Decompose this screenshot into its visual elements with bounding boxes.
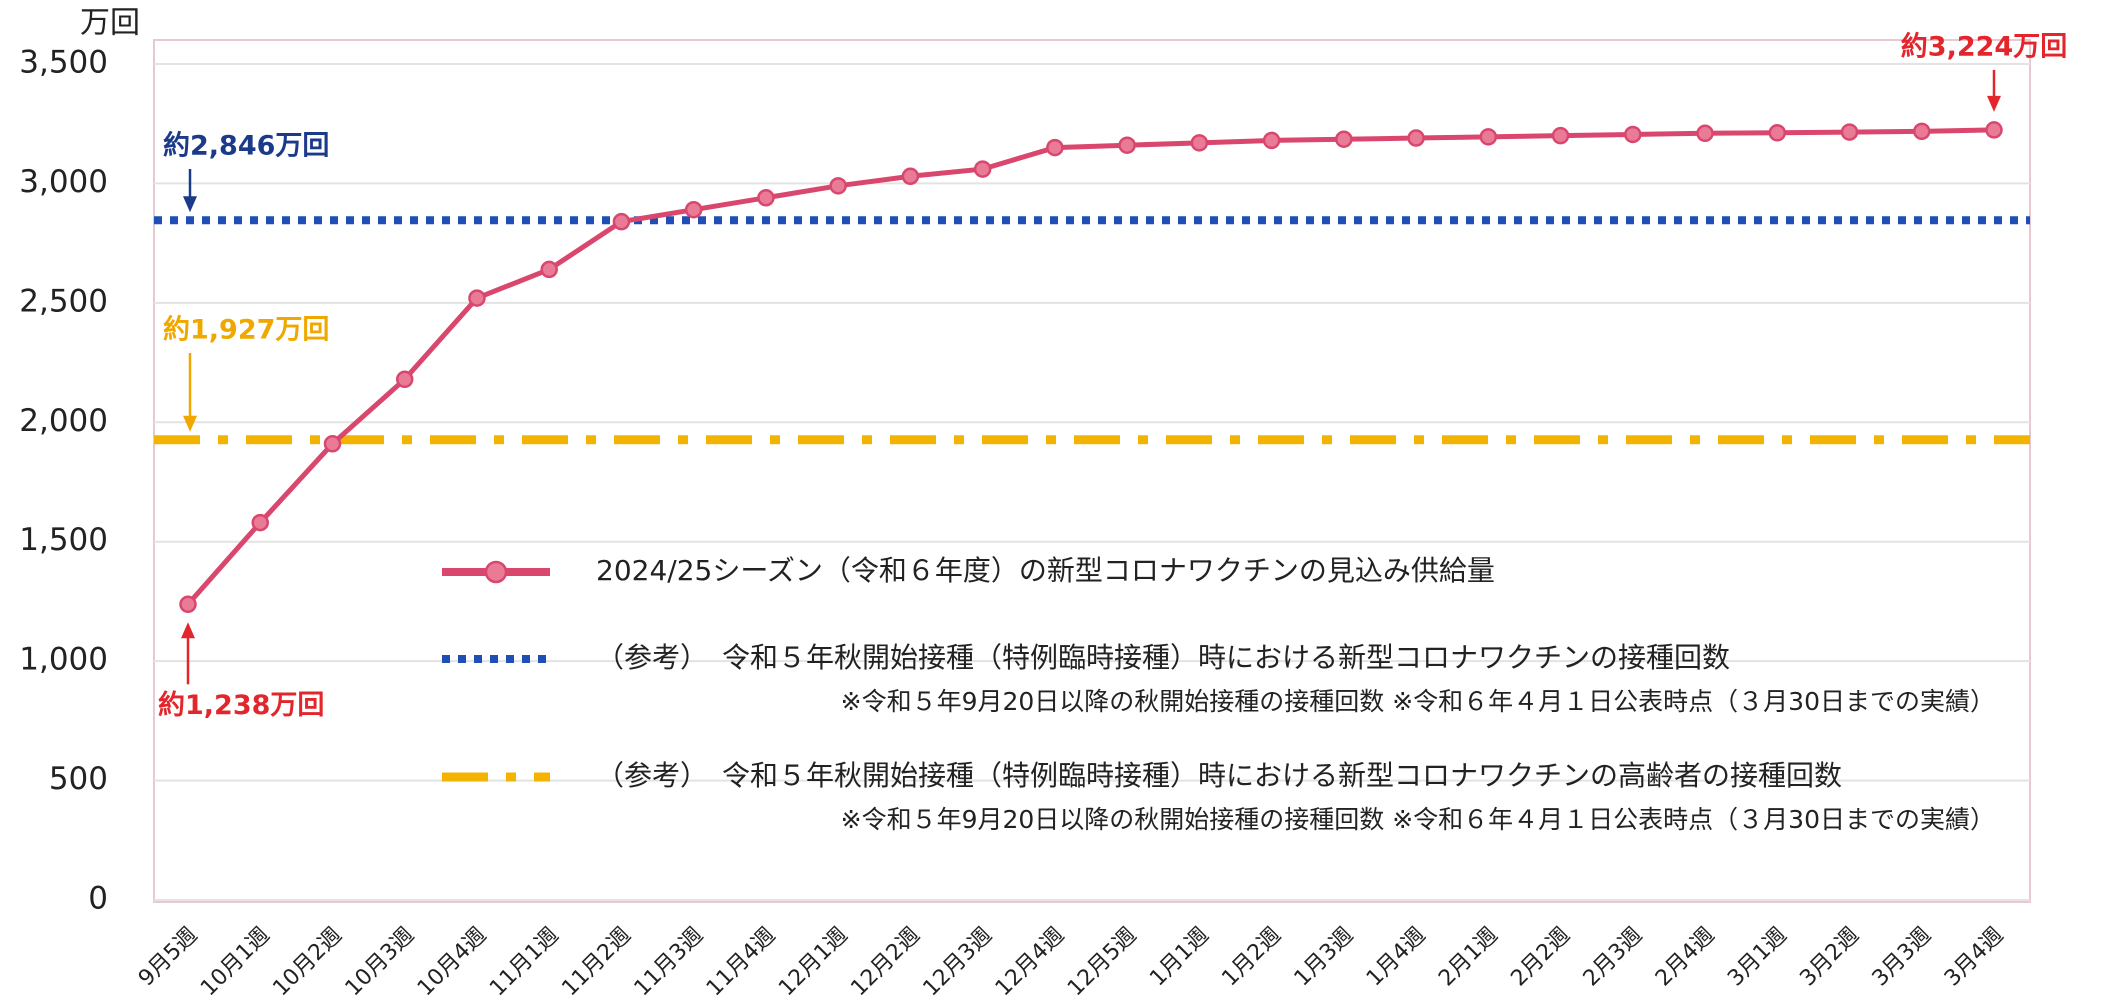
legend-note: ※令和５年9月20日以降の秋開始接種の接種回数 ※令和６年４月１日公表時点（３月… [841, 687, 1995, 716]
x-tick-label: 1月3週 [1290, 923, 1359, 992]
x-tick-label: 10月4週 [413, 923, 491, 1001]
x-tick-label: 12月5週 [1063, 923, 1141, 1001]
data-point [251, 513, 269, 532]
reference-label: 約2,846万回 [163, 130, 329, 162]
x-tick-label: 2月4週 [1651, 923, 1720, 992]
x-tick-label: 3月4週 [1940, 923, 2009, 992]
plot-frame [153, 39, 2031, 903]
x-tick-label: 11月4週 [702, 923, 780, 1001]
y-tick-label: 1,500 [19, 522, 108, 558]
annotation-arrowhead [1987, 95, 2001, 112]
data-point [1551, 126, 1570, 145]
data-point [1624, 125, 1642, 144]
x-tick-label: 11月2週 [557, 923, 635, 1001]
x-tick-label: 10月1週 [196, 923, 274, 1001]
data-point [1190, 134, 1209, 152]
legend-label: （参考） 令和５年秋開始接種（特例臨時接種）時における新型コロナワクチンの接種回… [596, 641, 1730, 674]
x-tick-label: 12月4週 [991, 923, 1069, 1001]
x-tick-label: 12月3週 [919, 923, 997, 1001]
y-tick-label: 3,000 [19, 164, 108, 200]
legend-label: 2024/25シーズン（令和６年度）の新型コロナワクチンの見込み供給量 [596, 554, 1495, 587]
data-point [323, 435, 342, 453]
data-point [1262, 131, 1281, 150]
x-tick-label: 3月3週 [1868, 923, 1937, 992]
annotation-arrowhead [183, 415, 197, 432]
x-tick-label: 10月2週 [268, 923, 346, 1001]
data-point [901, 167, 920, 186]
x-tick-label: 3月2週 [1795, 923, 1864, 992]
y-tick-label: 2,500 [19, 283, 108, 319]
x-tick-label: 2月1週 [1434, 923, 1503, 992]
data-point [1118, 136, 1136, 154]
x-tick-label: 1月2週 [1217, 923, 1286, 992]
reference-label: 約1,927万回 [163, 314, 329, 346]
data-point [973, 160, 992, 178]
annotation-arrowhead [181, 622, 195, 639]
data-point [1046, 138, 1064, 157]
data-point [1768, 124, 1787, 142]
data-point [684, 200, 703, 219]
legend-note: ※令和５年9月20日以降の秋開始接種の接種回数 ※令和６年４月１日公表時点（３月… [841, 805, 1995, 834]
x-tick-label: 1月4週 [1362, 923, 1431, 992]
data-point [1913, 122, 1931, 141]
y-tick-label: 0 [88, 881, 108, 917]
y-axis-unit: 万回 [80, 6, 140, 41]
data-point [395, 370, 414, 389]
data-point [1840, 123, 1859, 141]
x-tick-label: 11月1週 [485, 923, 563, 1001]
x-tick-label: 11月3週 [630, 923, 708, 1001]
data-point [540, 260, 558, 279]
data-point [468, 289, 486, 307]
x-tick-label: 1月1週 [1145, 923, 1214, 992]
y-tick-label: 3,500 [19, 45, 108, 81]
x-tick-label: 9月5週 [134, 923, 203, 992]
legend-marker [484, 560, 508, 584]
data-point [829, 177, 847, 195]
legend-label: （参考） 令和５年秋開始接種（特例臨時接種）時における新型コロナワクチンの高齢者… [596, 759, 1842, 792]
x-tick-label: 12月1週 [774, 923, 852, 1001]
data-point [612, 212, 631, 231]
x-tick-label: 2月2週 [1506, 923, 1575, 992]
data-point [1985, 121, 2003, 139]
data-point [1407, 129, 1425, 147]
x-tick-label: 3月1週 [1723, 923, 1792, 992]
x-tick-label: 12月2週 [846, 923, 924, 1001]
y-tick-label: 1,000 [19, 642, 108, 678]
x-tick-label: 10月3週 [341, 923, 419, 1001]
data-point [1696, 124, 1714, 143]
data-point [179, 595, 197, 614]
data-label: 約1,238万回 [158, 689, 324, 721]
series-line [186, 127, 1995, 606]
annotation-arrowhead [183, 196, 197, 213]
y-tick-label: 2,000 [19, 403, 108, 439]
y-tick-label: 500 [49, 761, 108, 797]
x-tick-label: 2月3週 [1579, 923, 1648, 992]
data-label: 約3,224万回 [1901, 30, 2067, 62]
data-point [1335, 130, 1353, 148]
data-point [757, 189, 775, 207]
data-point [1479, 128, 1498, 146]
